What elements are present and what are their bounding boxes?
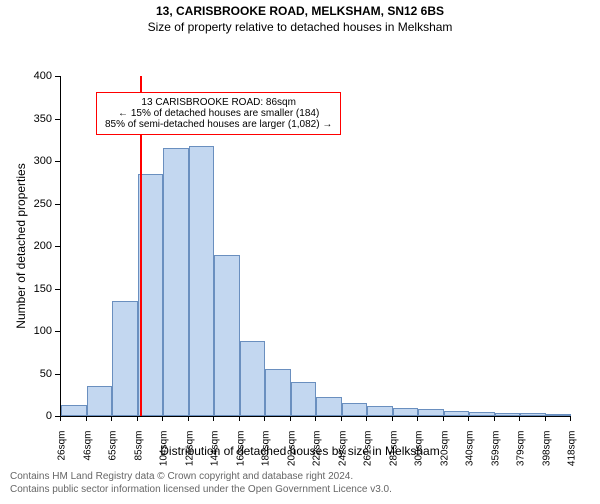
x-axis-caption: Distribution of detached houses by size … (0, 444, 600, 458)
x-tick-mark (239, 416, 240, 421)
y-tick-label: 150 (0, 283, 52, 295)
x-tick-mark (60, 416, 61, 421)
histogram-chart: 13 CARISBROOKE ROAD: 86sqm← 15% of detac… (0, 34, 600, 472)
y-tick-mark (55, 246, 60, 247)
y-tick-mark (55, 374, 60, 375)
x-tick-mark (162, 416, 163, 421)
histogram-bar (265, 369, 291, 416)
y-tick-mark (55, 289, 60, 290)
histogram-bar (240, 341, 266, 416)
annotation-line: 13 CARISBROOKE ROAD: 86sqm (105, 97, 332, 108)
x-tick-mark (188, 416, 189, 421)
y-tick-label: 50 (0, 368, 52, 380)
histogram-bar (546, 414, 572, 416)
annotation-line: 85% of semi-detached houses are larger (… (105, 119, 332, 130)
page-title: 13, CARISBROOKE ROAD, MELKSHAM, SN12 6BS (0, 4, 600, 18)
histogram-bar (112, 301, 138, 416)
histogram-bar (163, 148, 189, 416)
x-tick-mark (570, 416, 571, 421)
histogram-bar (367, 406, 393, 416)
y-tick-label: 350 (0, 113, 52, 125)
histogram-bar (342, 403, 368, 416)
annotation-box: 13 CARISBROOKE ROAD: 86sqm← 15% of detac… (96, 92, 341, 135)
y-tick-label: 300 (0, 155, 52, 167)
x-tick-mark (417, 416, 418, 421)
annotation-line: ← 15% of detached houses are smaller (18… (105, 108, 332, 119)
histogram-bar (291, 382, 317, 416)
x-tick-mark (111, 416, 112, 421)
x-tick-mark (86, 416, 87, 421)
histogram-bar (316, 397, 342, 416)
histogram-bar (61, 405, 87, 416)
x-tick-mark (341, 416, 342, 421)
y-tick-mark (55, 76, 60, 77)
x-tick-mark (366, 416, 367, 421)
plot-area: 13 CARISBROOKE ROAD: 86sqm← 15% of detac… (60, 76, 571, 417)
x-tick-mark (213, 416, 214, 421)
x-tick-mark (290, 416, 291, 421)
histogram-bar (495, 413, 521, 416)
y-tick-label: 400 (0, 70, 52, 82)
x-tick-mark (494, 416, 495, 421)
histogram-bar (214, 255, 240, 417)
attribution-line-2: Contains public sector information licen… (10, 484, 392, 497)
page-subtitle: Size of property relative to detached ho… (0, 20, 600, 34)
attribution-line-1: Contains HM Land Registry data © Crown c… (10, 471, 392, 484)
y-tick-label: 100 (0, 325, 52, 337)
y-tick-label: 250 (0, 198, 52, 210)
x-tick-mark (468, 416, 469, 421)
attribution-footer: Contains HM Land Registry data © Crown c… (10, 471, 392, 496)
x-tick-mark (519, 416, 520, 421)
y-tick-mark (55, 161, 60, 162)
x-tick-mark (443, 416, 444, 421)
y-tick-mark (55, 331, 60, 332)
x-tick-mark (315, 416, 316, 421)
histogram-bar (520, 413, 546, 416)
histogram-bar (189, 146, 215, 416)
y-tick-mark (55, 204, 60, 205)
histogram-bar (393, 408, 419, 417)
y-tick-mark (55, 119, 60, 120)
x-tick-mark (264, 416, 265, 421)
histogram-bar (444, 411, 470, 416)
histogram-bar (87, 386, 113, 416)
histogram-bar (469, 412, 495, 416)
x-tick-mark (137, 416, 138, 421)
x-tick-mark (392, 416, 393, 421)
x-tick-mark (545, 416, 546, 421)
histogram-bar (418, 409, 444, 416)
y-tick-label: 200 (0, 240, 52, 252)
y-tick-label: 0 (0, 410, 52, 422)
